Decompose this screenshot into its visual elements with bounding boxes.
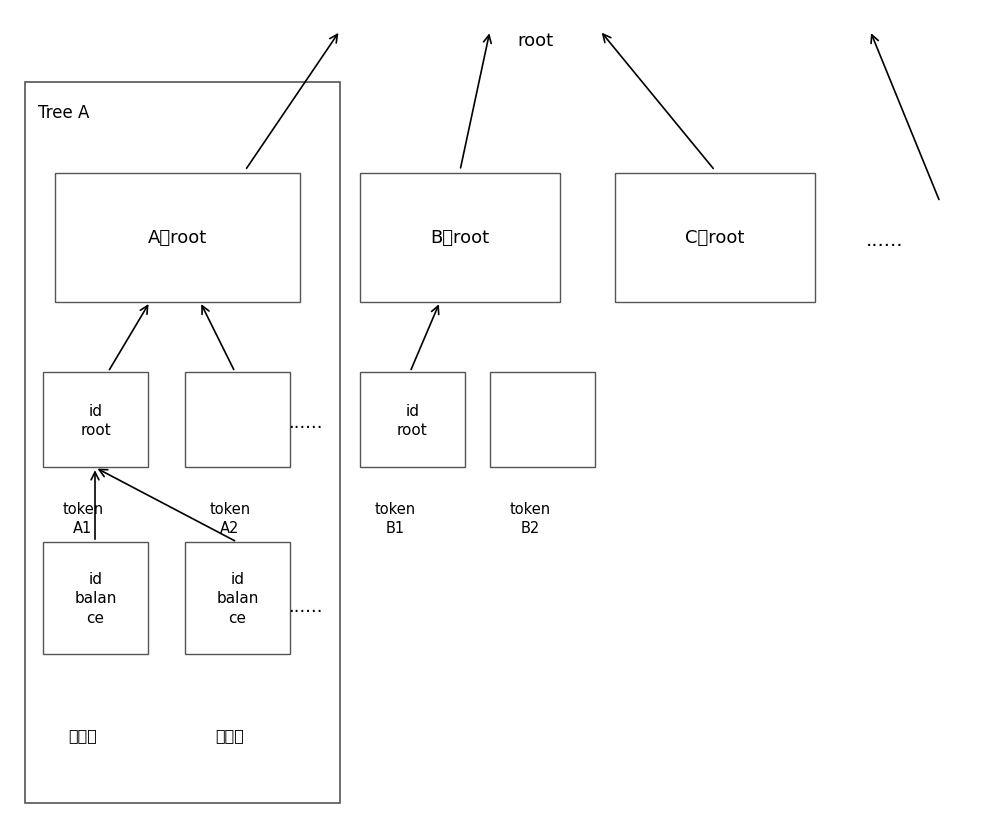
Text: Tree A: Tree A (38, 104, 89, 122)
Bar (490, 373, 595, 468)
Bar (43, 542, 148, 654)
Text: 用户甲: 用户甲 (69, 727, 97, 742)
Text: A链root: A链root (148, 229, 207, 247)
Text: ......: ...... (288, 413, 322, 431)
Text: ......: ...... (866, 231, 904, 249)
Text: token
B1: token B1 (374, 501, 416, 535)
Text: id
balan
ce: id balan ce (216, 571, 259, 625)
Text: C链root: C链root (685, 229, 745, 247)
Text: token
A2: token A2 (209, 501, 251, 535)
Bar (360, 373, 465, 468)
Text: token
B2: token B2 (509, 501, 551, 535)
Text: 用户乙: 用户乙 (216, 727, 244, 742)
Bar (55, 174, 300, 302)
Text: B链root: B链root (430, 229, 490, 247)
Bar (25, 83, 340, 803)
Bar (185, 542, 290, 654)
Bar (360, 174, 560, 302)
Text: token
A1: token A1 (62, 501, 104, 535)
Text: root: root (517, 31, 553, 50)
Text: ......: ...... (288, 597, 322, 615)
Bar (43, 373, 148, 468)
Bar (615, 174, 815, 302)
Text: id
balan
ce: id balan ce (74, 571, 117, 625)
Bar (185, 373, 290, 468)
Text: id
root: id root (397, 403, 428, 437)
Text: id
root: id root (80, 403, 111, 437)
